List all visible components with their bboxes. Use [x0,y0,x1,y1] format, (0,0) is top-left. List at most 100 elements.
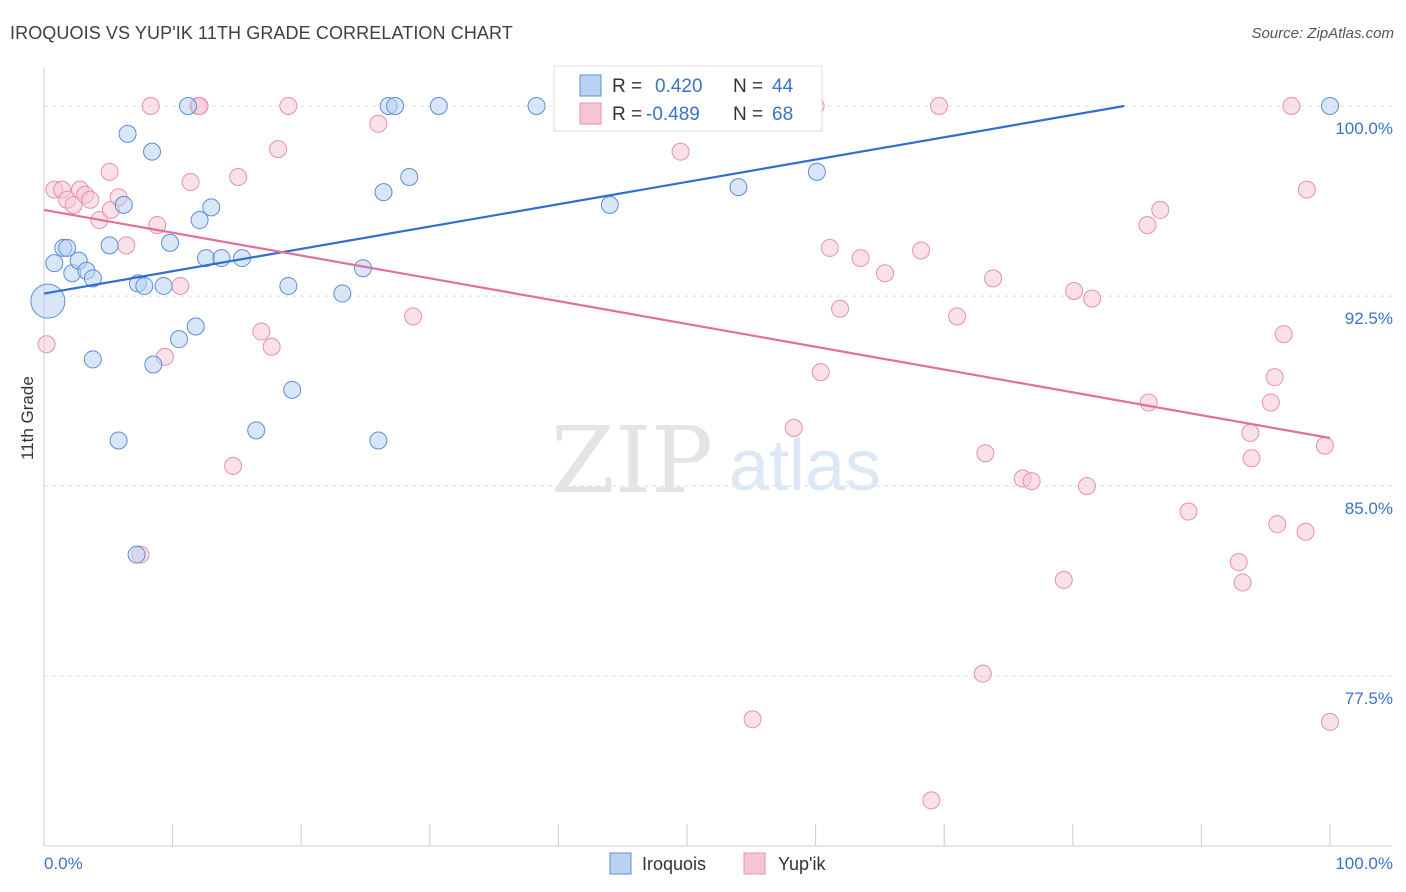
iroquois-point-7 [83,269,102,288]
yupik-point-48 [1054,570,1073,589]
iroquois-point-34 [374,183,393,202]
x-tick-label-1: 100.0% [1335,854,1393,873]
y-tick-label-0: 77.5% [1345,689,1393,708]
iroquois-point-11 [114,195,133,214]
series-iroquois-points [30,97,1339,564]
yupik-point-36 [831,299,850,318]
yupik-point-63 [1274,325,1293,344]
yupik-point-31 [743,710,762,729]
iroquois-point-40 [600,195,619,214]
iroquois-point-30 [283,380,302,399]
yupik-point-58 [1241,423,1260,442]
yupik-point-27 [369,114,388,133]
series-legend: Iroquois Yup'ik [609,852,826,875]
yupik-point-44 [976,444,995,463]
axes [43,68,1392,847]
y-tick-label-1: 85.0% [1345,499,1393,518]
iroquois-point-1 [45,254,64,273]
iroquois-point-8 [83,350,102,369]
legend-r-label-yupik: R = [612,104,642,125]
gridlines [44,105,1392,677]
iroquois-point-22 [186,317,205,336]
iroquois-point-15 [135,276,154,295]
iroquois-point-18 [154,276,173,295]
legend-r-value-iroquois: 0.420 [655,76,703,97]
yupik-point-62 [1268,515,1287,534]
yupik-point-14 [141,97,160,116]
stats-legend: R = 0.420 N = 44 R = -0.489 N = 68 [553,65,823,132]
legend-n-label-iroquois: N = [733,76,763,97]
yupik-trend-line [43,208,1331,440]
yupik-point-35 [820,238,839,257]
iroquois-point-41 [729,178,748,197]
yupik-point-57 [1233,573,1252,592]
legend-r-label-iroquois: R = [612,76,642,97]
yupik-point-17 [171,276,190,295]
iroquois-point-10 [109,431,128,450]
yupik-point-55 [1179,502,1198,521]
yupik-point-34 [811,363,830,382]
legend-item-iroquois-label: Iroquois [642,854,706,874]
iroquois-point-13 [127,545,146,564]
yupik-point-53 [1139,393,1158,412]
watermark: ZIP atlas [551,407,881,514]
legend-swatch-iroquois [579,74,602,97]
legend-n-value-yupik: 68 [772,104,793,125]
chart-title: IROQUOIS VS YUP'IK 11TH GRADE CORRELATIO… [10,23,513,43]
iroquois-point-17 [144,355,163,374]
iroquois-point-29 [279,276,298,295]
yupik-point-65 [1296,522,1315,541]
yupik-point-54 [1151,200,1170,219]
yupik-point-4 [64,195,83,214]
yupik-point-66 [1297,180,1316,199]
yupik-point-23 [252,322,271,341]
iroquois-point-43 [1321,97,1339,116]
yupik-point-60 [1261,393,1280,412]
x-tick-label-0: 0.0% [44,854,83,873]
y-tick-label-2: 92.5% [1345,309,1393,328]
yupik-point-51 [1083,289,1102,308]
yupik-point-22 [229,167,248,186]
trend-lines [43,104,1331,440]
yupik-point-47 [1022,472,1041,491]
iroquois-point-0 [30,283,66,319]
yupik-point-52 [1138,216,1157,235]
yupik-point-25 [269,140,288,159]
yupik-point-56 [1229,553,1248,572]
iroquois-point-42 [807,162,826,181]
yupik-point-38 [876,264,895,283]
iroquois-point-39 [527,97,546,116]
legend-item-yupik-label: Yup'ik [778,854,826,874]
yupik-point-59 [1242,449,1261,468]
yupik-point-45 [984,269,1003,288]
iroquois-point-37 [400,167,419,186]
watermark-zip: ZIP [551,407,713,514]
watermark-atlas: atlas [729,426,881,506]
iroquois-point-12 [118,124,137,143]
yupik-point-32 [784,418,803,437]
iroquois-point-23 [190,211,209,230]
yupik-point-18 [181,173,200,192]
yupik-point-50 [1077,477,1096,496]
yupik-point-41 [930,97,949,116]
yupik-point-43 [973,664,992,683]
iroquois-point-25 [202,198,221,217]
iroquois-point-21 [179,97,198,116]
legend-r-value-yupik: -0.489 [646,104,700,125]
y-tick-label-3: 100.0% [1335,119,1393,138]
yupik-point-9 [100,162,119,181]
iroquois-point-36 [386,97,405,116]
legend-item-yupik-swatch [743,852,766,875]
yupik-point-37 [851,249,870,268]
yupik-point-49 [1065,282,1084,301]
iroquois-point-19 [161,233,180,252]
yupik-point-61 [1265,368,1284,387]
yupik-point-40 [922,791,941,810]
yupik-point-39 [912,241,931,260]
iroquois-point-31 [333,284,352,303]
iroquois-point-38 [429,97,448,116]
iroquois-point-16 [143,142,162,161]
iroquois-point-20 [170,330,189,349]
source-note: Source: ZipAtlas.com [1251,25,1394,42]
